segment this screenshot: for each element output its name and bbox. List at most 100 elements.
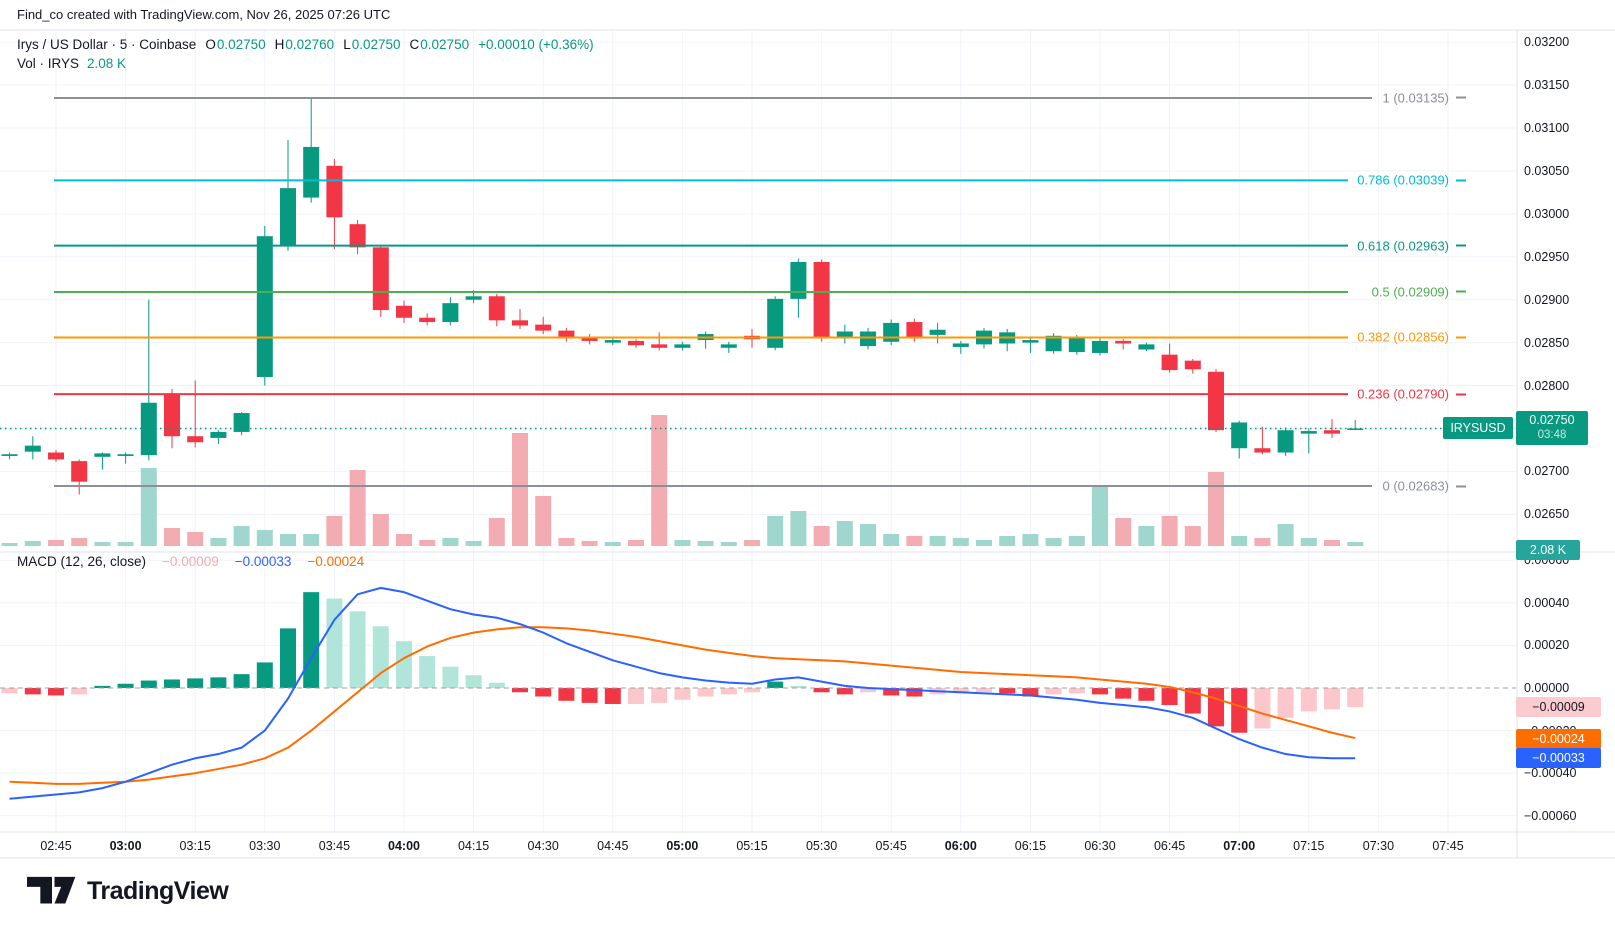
candle [94, 452, 111, 470]
macd-axis-label[interactable]: −0.00040 [1524, 766, 1577, 781]
macd-axis-label[interactable]: 0.00020 [1524, 638, 1570, 653]
macd-histogram-bar [233, 674, 250, 688]
fib-label-text: 0.618 (0.02963) [1357, 238, 1449, 254]
macd-axis-badge: −0.00033 [1516, 748, 1601, 769]
macd-axis-label[interactable]: 0.00000 [1524, 681, 1570, 695]
time-axis-label[interactable]: 03:00 [109, 839, 142, 853]
macd-histogram-bar [1324, 688, 1340, 710]
price-axis-label[interactable]: 0.03200 [1524, 35, 1570, 50]
fib-lines [54, 96, 1372, 487]
volume-bar [1138, 526, 1155, 546]
price-axis-label[interactable]: 0.02850 [1524, 335, 1570, 350]
macd-histogram-bar [1254, 688, 1271, 729]
current-price-badge: 0.02750 03:48 [1516, 411, 1588, 446]
fib-level-label: 0 (0.02683) [1383, 479, 1466, 494]
volume-bar [396, 534, 412, 546]
gridlines [0, 30, 1516, 832]
time-axis-label[interactable]: 07:30 [1362, 839, 1395, 853]
volume-bar [999, 536, 1016, 546]
time-axis-label[interactable]: 05:00 [666, 839, 699, 853]
time-axis-label[interactable]: 03:30 [249, 839, 281, 853]
candle [952, 340, 969, 354]
symbol-price-line-label: IRYSUSD [1443, 417, 1513, 440]
price-axis-label[interactable]: 0.03050 [1524, 163, 1570, 178]
macd-histogram-bar [326, 598, 343, 688]
time-axis-label[interactable]: 04:15 [457, 839, 490, 853]
time-axis-label[interactable]: 06:30 [1084, 839, 1116, 853]
ohlc-close: C 0.02750 [409, 37, 470, 52]
candle [372, 244, 389, 317]
price-axis-label[interactable]: 0.02800 [1524, 378, 1570, 393]
time-axis-label[interactable]: 05:15 [736, 839, 768, 853]
volume-bar [1208, 472, 1224, 546]
time-axis-label[interactable]: 05:45 [875, 839, 907, 853]
macd-title[interactable]: MACD (12, 26, close) [17, 554, 147, 569]
price-axis-label[interactable]: 0.03100 [1524, 121, 1570, 136]
tradingview-logo[interactable]: TradingView [27, 873, 229, 909]
candle [651, 332, 668, 351]
volume-bar [326, 516, 343, 546]
macd-axis-label[interactable]: −0.00060 [1524, 808, 1577, 823]
candle [1184, 358, 1201, 374]
macd-axis-label[interactable]: 0.00040 [1524, 595, 1570, 610]
macd-histogram-bar [558, 688, 575, 701]
time-axis-label[interactable]: 06:45 [1153, 839, 1186, 853]
pane-borders [0, 29, 1615, 859]
time-axis-label[interactable]: 06:00 [944, 839, 977, 853]
candle [883, 319, 900, 346]
fib-label-dash [1456, 336, 1466, 339]
macd-histogram-bar [976, 688, 992, 693]
time-axis-label[interactable]: 06:15 [1014, 839, 1047, 853]
candle [256, 225, 273, 386]
candle [233, 412, 250, 436]
volume-bar [372, 514, 389, 546]
candle [71, 459, 88, 495]
tradingview-logo-text: TradingView [87, 876, 229, 905]
candle [1022, 337, 1039, 353]
volume-label[interactable]: Vol · IRYS [17, 56, 80, 71]
time-axis-label[interactable]: 05:30 [805, 839, 838, 853]
candle [999, 328, 1016, 352]
time-axis-label[interactable]: 03:15 [179, 839, 211, 853]
time-axis-label[interactable]: 07:45 [1432, 839, 1464, 853]
time-axis-label[interactable]: 04:45 [597, 839, 629, 853]
macd-histogram-bar [1068, 688, 1085, 694]
macd-histogram-bar [813, 688, 830, 693]
time-axis-label[interactable]: 07:00 [1223, 839, 1256, 853]
macd-histogram-bar [1115, 688, 1132, 699]
symbol-title[interactable]: Irys / US Dollar · 5 · Coinbase [17, 37, 197, 52]
candle [720, 341, 737, 353]
price-axis-label[interactable]: 0.02700 [1524, 464, 1570, 479]
price-axis-label[interactable]: 0.02900 [1524, 292, 1570, 307]
time-axis-label[interactable]: 04:30 [527, 839, 559, 853]
volume-bar [1068, 536, 1085, 546]
price-axis-label[interactable]: 0.03150 [1524, 78, 1570, 93]
macd-values: −0.00009 −0.00033 −0.00024 [162, 554, 364, 569]
time-axis-label[interactable]: 04:00 [388, 839, 420, 853]
macd-histogram-bar [256, 662, 273, 688]
volume-bar [790, 511, 807, 546]
volume-info-row: Vol · IRYS 2.08 K [17, 56, 126, 71]
time-axis-label[interactable]: 02:45 [40, 839, 72, 853]
time-axis-label[interactable]: 03:45 [318, 839, 351, 853]
macd-histogram-bar [581, 688, 598, 703]
macd-histogram-bar [24, 688, 41, 695]
macd-histogram-bar [164, 679, 180, 688]
time-axis-label[interactable]: 07:15 [1293, 839, 1325, 853]
volume-bar [1254, 538, 1271, 546]
candle [1300, 428, 1317, 454]
price-axis-label[interactable]: 0.03000 [1524, 206, 1570, 221]
candle [836, 324, 853, 344]
candle [1045, 333, 1062, 354]
macd-histogram-bar [999, 688, 1016, 694]
volume-bar [976, 540, 992, 546]
candle [860, 328, 876, 350]
macd-histogram-bar [512, 688, 528, 693]
candle [558, 328, 575, 342]
price-axis-label[interactable]: 0.02650 [1524, 507, 1570, 522]
fib-level-label: 0.618 (0.02963) [1357, 238, 1466, 253]
candle [48, 449, 64, 462]
price-axis-label[interactable]: 0.02950 [1524, 249, 1570, 264]
